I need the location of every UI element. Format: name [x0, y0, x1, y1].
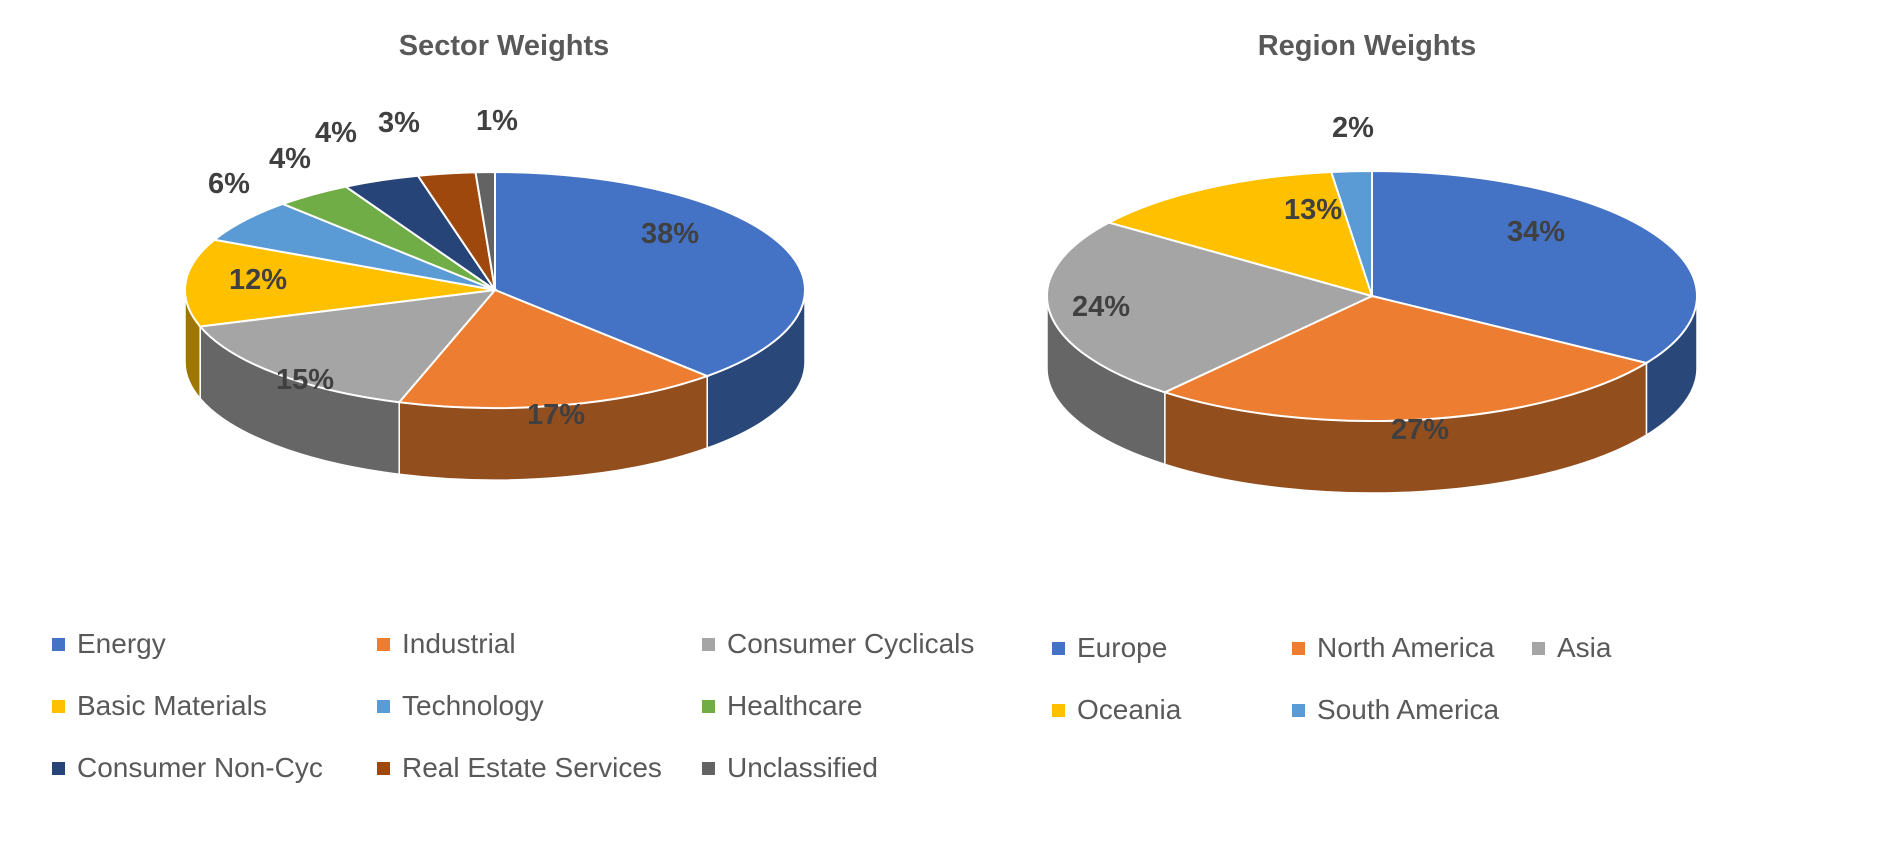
- legend-item-unclassified: Unclassified: [702, 752, 878, 784]
- legend-label: South America: [1317, 694, 1500, 725]
- legend-label: Consumer Non-Cyc: [77, 752, 323, 783]
- legend-item-oceania: Oceania: [1052, 694, 1181, 726]
- legend-label: Consumer Cyclicals: [727, 628, 975, 659]
- data-label-south-america: 2%: [1332, 112, 1374, 144]
- slice-basic-materials: [184, 238, 496, 328]
- legend-label: Energy: [77, 628, 166, 659]
- legend-swatch: [1052, 641, 1065, 655]
- legend-swatch: [702, 699, 715, 713]
- sector-chart-title: Sector Weights: [398, 30, 610, 62]
- legend-swatch: [377, 761, 390, 775]
- legend-label: Unclassified: [727, 752, 878, 783]
- slice-north-america: [1162, 294, 1649, 422]
- slice-energy: [494, 170, 806, 378]
- legend-item-north-america: North America: [1292, 632, 1494, 664]
- data-label-technology: 6%: [208, 168, 250, 200]
- legend-item-consumer-non-cyc: Consumer Non-Cyc: [52, 752, 323, 784]
- pie-region: 34% 27% 24% 13% 2%: [1046, 112, 1698, 494]
- legend-swatch: [1292, 641, 1305, 655]
- legend-swatch: [702, 637, 715, 651]
- legend-swatch: [702, 761, 715, 775]
- data-label-asia: 24%: [1072, 291, 1130, 323]
- legend-item-healthcare: Healthcare: [702, 690, 862, 722]
- legend-swatch: [1052, 703, 1065, 717]
- legend-item-consumer-cyclicals: Consumer Cyclicals: [702, 628, 974, 660]
- data-label-industrial: 17%: [527, 399, 585, 431]
- legend-swatch: [1292, 703, 1305, 717]
- slice-asia: [1046, 221, 1375, 394]
- data-label-energy: 38%: [641, 218, 699, 250]
- legend-item-asia: Asia: [1532, 632, 1611, 664]
- data-label-basic-materials: 12%: [229, 264, 287, 296]
- data-label-healthcare: 4%: [269, 143, 311, 175]
- data-label-consumer-cyclicals: 15%: [276, 364, 334, 396]
- legend-item-technology: Technology: [377, 690, 544, 722]
- data-label-north-america: 27%: [1391, 414, 1449, 446]
- legend-item-south-america: South America: [1292, 694, 1499, 726]
- legend-swatch: [377, 637, 390, 651]
- legend-swatch: [52, 699, 65, 713]
- data-label-unclassified: 1%: [476, 105, 518, 137]
- legend-label: Asia: [1557, 632, 1612, 663]
- legend-swatch: [52, 637, 65, 651]
- data-label-real-estate-services: 3%: [378, 107, 420, 139]
- legend-item-real-estate-services: Real Estate Services: [377, 752, 662, 784]
- legend-label: Real Estate Services: [402, 752, 662, 783]
- legend-item-europe: Europe: [1052, 632, 1167, 664]
- slice-industrial: [397, 288, 711, 409]
- data-label-europe: 34%: [1507, 216, 1565, 248]
- legend-item-basic-materials: Basic Materials: [52, 690, 267, 722]
- legend-item-energy: Energy: [52, 628, 166, 660]
- slice-south-america: [1329, 169, 1373, 297]
- legend-label: Healthcare: [727, 690, 863, 721]
- region-chart-title: Region Weights: [1257, 30, 1477, 62]
- legend-swatch: [377, 699, 390, 713]
- legend-item-industrial: Industrial: [377, 628, 516, 660]
- legend-label: Oceania: [1077, 694, 1182, 725]
- data-label-consumer-non-cyc: 4%: [315, 117, 357, 149]
- legend-swatch: [1532, 641, 1545, 655]
- pie-sector: 38% 17% 15% 12% 6% 4%4% 3% 1%: [184, 105, 806, 481]
- legend-label: Basic Materials: [77, 690, 267, 721]
- legend-label: North America: [1317, 632, 1495, 663]
- legend-label: Industrial: [402, 628, 516, 659]
- slice-unclassified: [474, 170, 496, 291]
- legend-label: Europe: [1077, 632, 1168, 663]
- slice-oceania: [1106, 170, 1374, 298]
- data-label-oceania: 13%: [1284, 194, 1342, 226]
- legend-label: Technology: [402, 690, 544, 721]
- legend-swatch: [52, 761, 65, 775]
